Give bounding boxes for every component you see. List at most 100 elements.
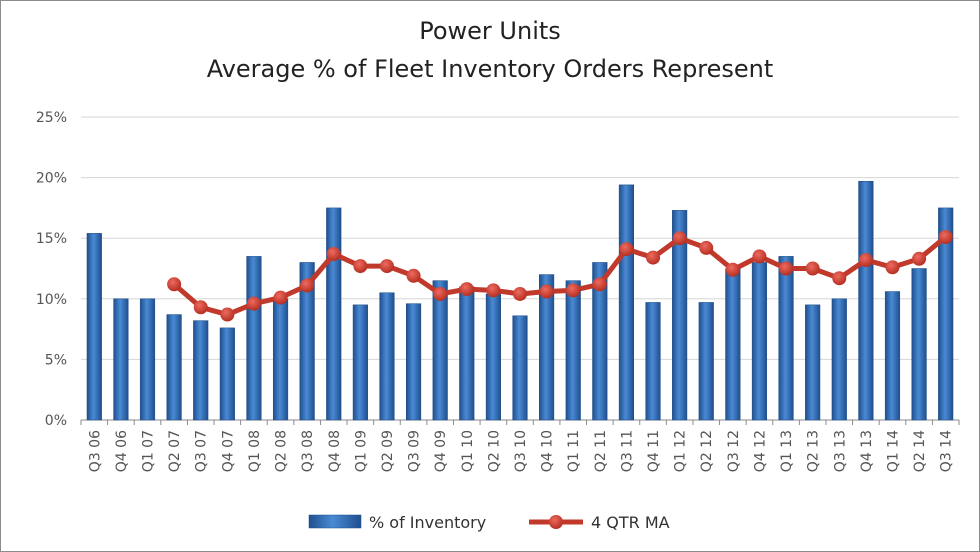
x-tick-label: Q4 07 bbox=[220, 430, 236, 472]
ma-point bbox=[725, 262, 740, 277]
legend-swatch-ma-dot bbox=[549, 515, 563, 529]
ma-point bbox=[646, 250, 661, 265]
legend-label-inventory: % of Inventory bbox=[369, 513, 486, 532]
ma-point bbox=[566, 283, 581, 298]
bar bbox=[485, 293, 501, 421]
bar bbox=[831, 298, 847, 421]
bar bbox=[592, 262, 608, 421]
bar bbox=[406, 303, 422, 421]
x-tick-label: Q3 09 bbox=[407, 430, 423, 472]
x-tick-label: Q4 06 bbox=[114, 430, 130, 472]
x-tick-label: Q4 09 bbox=[433, 430, 449, 472]
bar bbox=[86, 233, 102, 421]
ma-point bbox=[220, 307, 235, 322]
ma-point bbox=[619, 242, 634, 257]
y-axis-ticks: 0% 5% 10% 15% 20% 25% bbox=[36, 110, 67, 429]
bar bbox=[299, 262, 315, 421]
x-tick-label: Q3 07 bbox=[194, 430, 210, 472]
bar bbox=[618, 184, 634, 421]
ma-point bbox=[406, 268, 421, 283]
bar bbox=[884, 291, 901, 421]
ma-line bbox=[172, 235, 948, 318]
ma-point bbox=[699, 240, 714, 255]
ma-point bbox=[592, 277, 607, 292]
ma-point bbox=[326, 246, 341, 261]
ma-point bbox=[433, 286, 448, 301]
x-tick-label: Q1 13 bbox=[779, 430, 795, 472]
x-tick-label: Q1 07 bbox=[141, 430, 157, 472]
x-tick-label: Q1 14 bbox=[885, 430, 901, 472]
x-tick-label: Q3 12 bbox=[726, 430, 742, 472]
ma-point bbox=[672, 231, 687, 246]
y-tick-label: 5% bbox=[45, 352, 67, 368]
x-tick-label: Q1 08 bbox=[247, 430, 263, 472]
bar bbox=[778, 256, 794, 421]
ma-point bbox=[885, 260, 900, 275]
bar bbox=[539, 274, 555, 421]
ma-point bbox=[193, 300, 208, 315]
x-tick-label: Q4 10 bbox=[540, 430, 556, 472]
bar bbox=[432, 280, 448, 421]
ma-point bbox=[379, 259, 394, 274]
bar bbox=[459, 286, 475, 421]
legend: % of Inventory 4 QTR MA bbox=[308, 513, 670, 532]
line-series bbox=[167, 229, 953, 322]
x-tick-label: Q2 09 bbox=[380, 430, 396, 472]
x-tick-label: Q3 08 bbox=[300, 430, 316, 472]
x-tick-label: Q2 14 bbox=[912, 430, 928, 472]
bar bbox=[725, 268, 741, 421]
bar bbox=[219, 327, 235, 421]
ma-point bbox=[779, 261, 794, 276]
ma-point bbox=[353, 259, 368, 274]
bar bbox=[113, 298, 129, 421]
bar bbox=[565, 280, 581, 421]
x-tick-label: Q2 07 bbox=[167, 430, 183, 472]
bar bbox=[166, 314, 182, 421]
y-tick-label: 10% bbox=[36, 292, 67, 308]
ma-point bbox=[805, 261, 820, 276]
bar bbox=[246, 256, 262, 421]
ma-point bbox=[858, 253, 873, 268]
bar bbox=[698, 302, 714, 421]
x-tick-label: Q4 11 bbox=[646, 430, 662, 472]
ma-point bbox=[832, 271, 847, 286]
ma-point bbox=[513, 286, 527, 301]
bar bbox=[911, 268, 927, 421]
x-tick-label: Q3 10 bbox=[513, 430, 529, 472]
bar bbox=[326, 207, 342, 421]
x-tick-label: Q2 11 bbox=[593, 430, 609, 472]
bar bbox=[858, 180, 874, 421]
bar bbox=[193, 320, 209, 421]
ma-point bbox=[912, 251, 927, 266]
y-tick-label: 20% bbox=[36, 171, 67, 187]
bar bbox=[672, 210, 688, 421]
ma-point bbox=[300, 278, 315, 293]
bar bbox=[512, 315, 528, 421]
bar bbox=[805, 304, 821, 421]
ma-point bbox=[539, 284, 554, 299]
x-tick-label: Q1 09 bbox=[353, 430, 369, 472]
ma-point bbox=[246, 296, 261, 311]
y-tick-label: 0% bbox=[45, 413, 67, 429]
ma-point bbox=[167, 277, 182, 292]
bar bbox=[352, 304, 368, 421]
bar bbox=[272, 298, 289, 421]
chart-subtitle: Average % of Fleet Inventory Orders Repr… bbox=[207, 55, 774, 83]
y-tick-label: 25% bbox=[36, 110, 67, 126]
bar bbox=[645, 302, 661, 421]
x-tick-label: Q2 08 bbox=[274, 430, 290, 472]
bar bbox=[379, 292, 395, 421]
x-tick-label: Q4 13 bbox=[859, 430, 875, 472]
ma-point bbox=[486, 283, 501, 298]
x-tick-label: Q3 11 bbox=[619, 430, 635, 472]
legend-swatch-inventory bbox=[308, 514, 362, 529]
x-tick-label: Q1 10 bbox=[460, 430, 476, 472]
x-tick-label: Q4 08 bbox=[327, 430, 343, 472]
bar bbox=[938, 207, 954, 421]
x-tick-label: Q1 11 bbox=[566, 430, 582, 472]
x-tick-label: Q2 12 bbox=[699, 430, 715, 472]
chart-title: Power Units bbox=[419, 17, 561, 45]
x-tick-label: Q1 12 bbox=[673, 430, 689, 472]
ma-point bbox=[752, 249, 767, 264]
bar-series bbox=[86, 180, 954, 421]
